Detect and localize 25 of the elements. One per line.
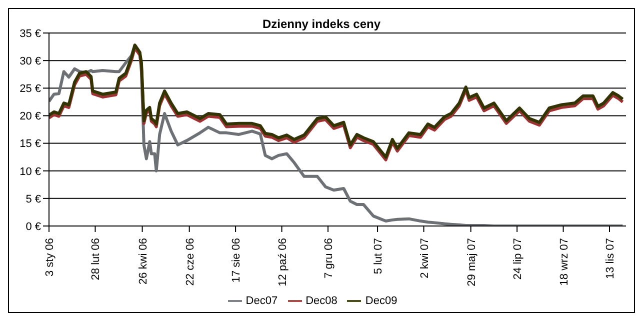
y-tick-label: 30 € xyxy=(20,55,41,68)
y-tick-label: 35 € xyxy=(20,28,41,40)
x-tick-label: 5 lut 07 xyxy=(372,238,385,274)
x-tick-label: 17 sie 06 xyxy=(230,238,243,283)
y-tick-label: 0 € xyxy=(26,220,41,233)
legend-label: Dec07 xyxy=(246,294,278,307)
x-tick-label: 2 kwi 07 xyxy=(418,238,431,278)
x-tick-label: 24 lip 07 xyxy=(512,238,524,280)
x-tick-label: 28 lut 06 xyxy=(90,238,102,280)
x-tick-label: 12 paź 06 xyxy=(276,238,289,286)
x-tick-label: 22 cze 06 xyxy=(184,238,196,286)
y-tick-label: 25 € xyxy=(20,83,41,96)
y-tick-label: 20 € xyxy=(20,110,41,123)
y-tick-label: 10 € xyxy=(20,166,41,178)
x-tick-label: 18 wrz 07 xyxy=(558,238,570,286)
x-tick-label: 13 lis 07 xyxy=(604,238,616,279)
x-tick-label: 7 gru 06 xyxy=(323,238,336,278)
legend-label: Dec09 xyxy=(365,294,398,307)
x-tick-label: 26 kwi 06 xyxy=(137,238,150,284)
x-tick-label: 29 maj 07 xyxy=(466,238,478,286)
chart-title: Dzienny indeks ceny xyxy=(262,17,381,31)
y-tick-label: 5 € xyxy=(26,193,41,206)
legend-label: Dec08 xyxy=(306,294,338,307)
x-tick-label: 3 sty 06 xyxy=(44,238,56,277)
y-tick-label: 15 € xyxy=(20,138,41,150)
